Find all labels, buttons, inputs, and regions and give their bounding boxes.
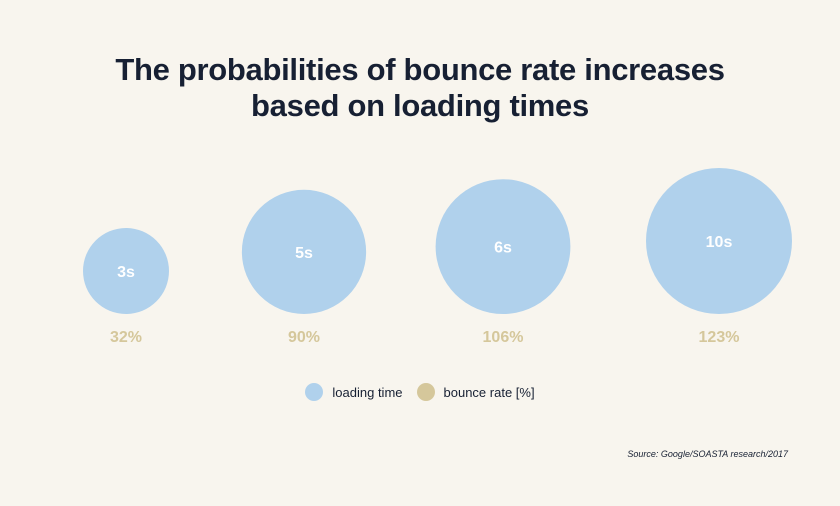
bounce-rate-label-3: 123% (699, 329, 740, 346)
legend-item-loading-time: loading time (305, 383, 403, 401)
bounce-rate-label-2: 106% (483, 329, 524, 346)
bubble-6s (435, 179, 571, 314)
legend: loading time bounce rate [%] (0, 383, 840, 401)
loading-time-label-1: 5s (295, 245, 313, 262)
bubble-3s (83, 228, 169, 314)
legend-label-loading-time: loading time (332, 384, 403, 400)
bounce-rate-label-1: 90% (288, 329, 320, 346)
loading-time-label-2: 6s (494, 240, 512, 257)
chart-title: The probabilities of bounce rate increas… (0, 52, 840, 124)
bounce-rate-label-0: 32% (110, 329, 142, 346)
legend-swatch-bounce-rate (416, 383, 435, 401)
loading-time-label-0: 3s (117, 264, 135, 281)
bubble-10s (646, 168, 792, 314)
legend-swatch-loading-time (305, 383, 324, 401)
legend-label-bounce-rate: bounce rate [%] (443, 384, 535, 400)
chart-title-line-2: based on loading times (251, 88, 589, 123)
chart-title-line-1: The probabilities of bounce rate increas… (115, 52, 725, 87)
legend-item-bounce-rate: bounce rate [%] (416, 383, 535, 401)
loading-time-label-3: 10s (706, 234, 733, 251)
bubble-5s (241, 189, 367, 314)
source-note: Source: Google/SOASTA research/2017 (627, 449, 788, 459)
